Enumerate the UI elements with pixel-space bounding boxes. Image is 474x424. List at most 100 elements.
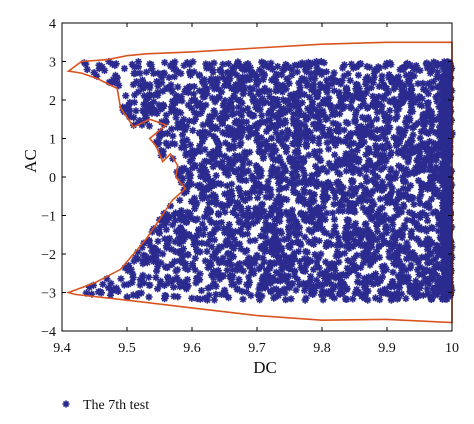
data-point <box>224 294 233 302</box>
data-point <box>435 103 443 111</box>
data-point <box>438 62 446 70</box>
data-point <box>201 145 209 154</box>
data-point <box>291 268 299 276</box>
data-point <box>257 212 265 221</box>
data-point <box>442 253 450 261</box>
data-point <box>344 119 352 127</box>
data-point <box>339 270 347 278</box>
data-point <box>434 186 442 194</box>
data-point <box>382 155 390 163</box>
data-point <box>424 90 432 98</box>
data-point <box>375 253 384 261</box>
data-point <box>435 221 443 229</box>
data-point <box>281 167 289 175</box>
data-point <box>210 155 219 163</box>
data-point <box>378 187 386 195</box>
data-point <box>230 167 239 175</box>
data-point <box>83 65 91 74</box>
data-point <box>262 137 270 146</box>
data-point <box>414 119 422 127</box>
data-point <box>386 59 394 67</box>
y-tick-label: 4 <box>49 17 56 32</box>
data-point <box>258 111 266 119</box>
data-point <box>342 242 350 250</box>
data-point <box>409 131 417 139</box>
data-point <box>221 103 230 111</box>
data-point <box>440 214 449 223</box>
data-point <box>414 259 422 267</box>
data-point <box>377 166 385 174</box>
data-point <box>272 239 280 247</box>
data-point <box>386 114 394 122</box>
data-point <box>331 141 340 149</box>
data-point <box>117 275 125 283</box>
data-point <box>378 178 386 186</box>
data-point <box>382 265 390 274</box>
y-tick-label: −1 <box>41 210 56 225</box>
data-point <box>417 162 425 170</box>
data-point <box>238 112 246 120</box>
data-point <box>251 181 260 190</box>
data-point <box>368 215 376 223</box>
data-point <box>132 78 141 86</box>
data-point <box>233 71 241 79</box>
data-point <box>408 137 416 145</box>
data-point <box>429 179 437 187</box>
data-point <box>126 107 134 115</box>
data-point <box>253 251 261 259</box>
data-point <box>271 221 279 229</box>
data-point <box>425 203 433 211</box>
data-point <box>423 245 432 253</box>
data-point <box>368 168 377 176</box>
data-point <box>223 190 231 199</box>
data-point <box>282 119 290 127</box>
data-point <box>255 292 263 300</box>
data-point <box>235 218 243 226</box>
data-point <box>212 84 220 92</box>
data-point <box>199 230 207 238</box>
data-point <box>334 248 342 256</box>
data-point <box>432 163 440 171</box>
data-point <box>324 132 332 140</box>
data-point <box>228 197 236 205</box>
data-point <box>212 159 220 167</box>
data-point <box>264 183 272 191</box>
data-point <box>426 69 434 77</box>
data-point <box>140 83 148 91</box>
data-point <box>367 84 375 92</box>
data-point <box>272 128 280 137</box>
data-point <box>144 105 152 113</box>
data-point <box>250 269 258 278</box>
data-point <box>351 266 359 275</box>
data-point <box>252 204 260 212</box>
data-point <box>260 258 268 266</box>
data-point <box>318 287 326 295</box>
data-point <box>441 76 449 85</box>
data-point <box>440 154 448 162</box>
data-point <box>289 120 297 128</box>
data-point <box>347 185 355 193</box>
data-point <box>163 129 171 137</box>
data-point <box>179 174 187 182</box>
data-point <box>414 80 422 88</box>
data-point <box>314 88 322 96</box>
data-point <box>351 111 360 119</box>
data-point <box>247 130 255 138</box>
data-point <box>428 121 436 129</box>
data-point <box>193 231 201 239</box>
data-point <box>323 271 331 280</box>
data-point <box>227 240 235 248</box>
data-point <box>168 88 176 96</box>
data-point <box>243 209 251 217</box>
data-point <box>210 132 218 140</box>
data-point <box>235 103 243 111</box>
data-point <box>248 68 256 76</box>
data-point <box>395 194 403 202</box>
data-point <box>309 266 318 274</box>
data-point <box>140 279 148 287</box>
data-point <box>183 59 191 67</box>
data-point <box>428 84 436 92</box>
data-point <box>440 280 448 288</box>
data-point <box>204 264 212 272</box>
data-point <box>316 67 324 75</box>
